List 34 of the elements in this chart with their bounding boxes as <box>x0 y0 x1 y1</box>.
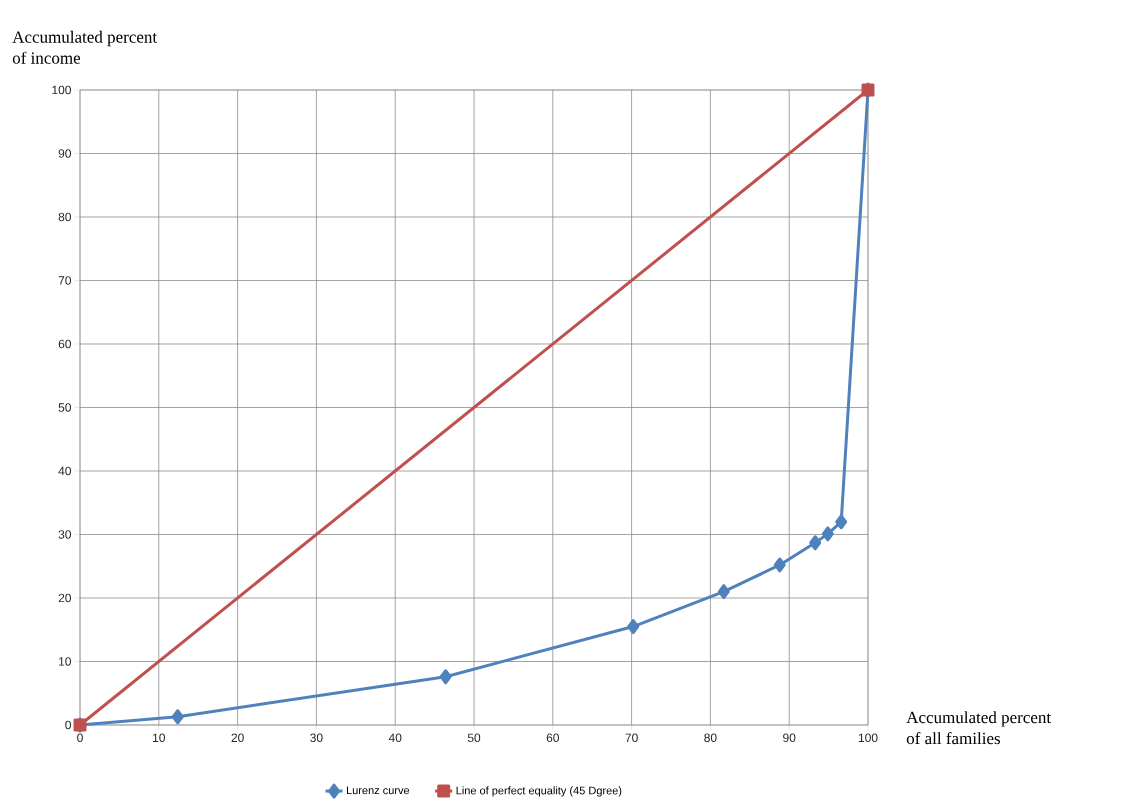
y-tick-label: 90 <box>58 149 72 158</box>
y-tick-label: 0 <box>65 720 72 730</box>
y-tick-label: 40 <box>58 466 72 476</box>
y-tick-label: 30 <box>58 530 72 539</box>
x-tick-label: 90 <box>783 733 796 743</box>
y-tick-label: 60 <box>58 339 72 349</box>
y-tick-label: 50 <box>58 403 72 412</box>
x-tick-label: 0 <box>77 733 83 743</box>
y-axis-title: Accumulated percent of income <box>12 30 158 64</box>
x-tick-label: 30 <box>310 733 323 743</box>
x-tick-label: 70 <box>625 733 638 743</box>
y-tick-label: 20 <box>58 593 72 603</box>
point <box>821 526 834 542</box>
y-tick-label: 70 <box>58 276 72 285</box>
x-tick-label: 50 <box>467 733 481 743</box>
x-tick-label: 60 <box>546 733 560 743</box>
point <box>717 584 730 600</box>
point <box>835 514 848 530</box>
x-tick-label: 10 <box>153 733 166 743</box>
x-axis-title: Accumulated percent of all families <box>906 711 1052 745</box>
legend-label: Line of perfect equality (45 Dgree) <box>456 786 622 797</box>
y-tick-label: 10 <box>59 657 72 666</box>
point <box>627 619 640 635</box>
legend-label: Lurenz curve <box>346 786 410 795</box>
point <box>773 557 786 573</box>
x-tick-label: 100 <box>858 733 878 743</box>
x-tick-label: 20 <box>231 733 244 743</box>
y-tick-label: 100 <box>52 85 72 95</box>
point <box>439 669 452 685</box>
point <box>171 709 184 725</box>
x-tick-label: 80 <box>704 733 717 743</box>
point <box>809 535 822 551</box>
y-tick-label: 80 <box>58 212 72 222</box>
x-tick-label: 40 <box>388 733 402 743</box>
